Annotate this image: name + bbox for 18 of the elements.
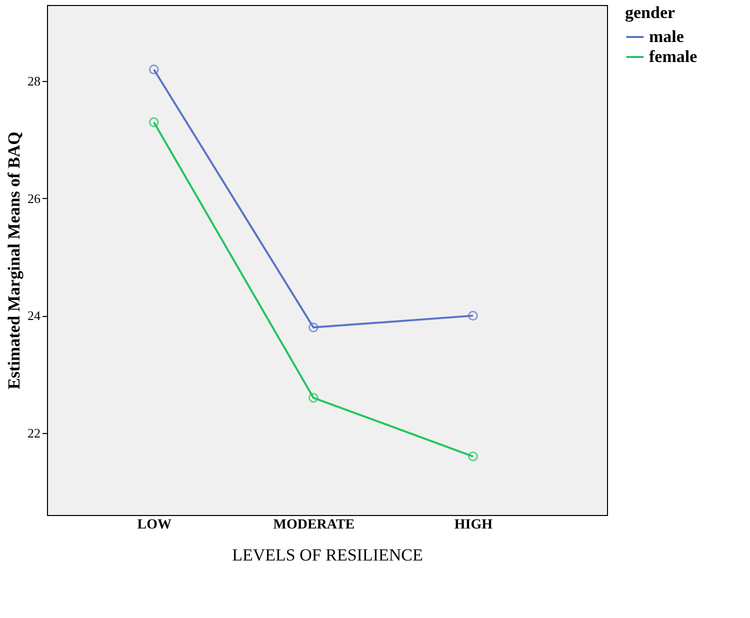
y-tick-label: 26 xyxy=(28,190,41,206)
y-tick-label: 22 xyxy=(28,425,40,440)
legend-label: female xyxy=(649,47,698,66)
y-tick-label: 24 xyxy=(28,308,41,324)
x-tick-label: LOW xyxy=(137,518,172,532)
point xyxy=(308,322,318,332)
y-axis-title: Estimated Marginal Means of BAQ xyxy=(4,132,24,390)
legend-title: gender xyxy=(625,3,676,22)
point xyxy=(148,117,159,128)
point xyxy=(308,392,318,403)
y-tick-label: 28 xyxy=(28,74,40,89)
x-tick-label: MODERATE xyxy=(273,518,355,532)
point xyxy=(148,64,159,74)
x-tick-label: HIGH xyxy=(454,518,493,532)
point xyxy=(468,310,478,321)
x-axis-title: LEVELS OF RESILIENCE xyxy=(232,546,423,564)
legend-label: male xyxy=(649,27,684,46)
point xyxy=(468,451,478,462)
